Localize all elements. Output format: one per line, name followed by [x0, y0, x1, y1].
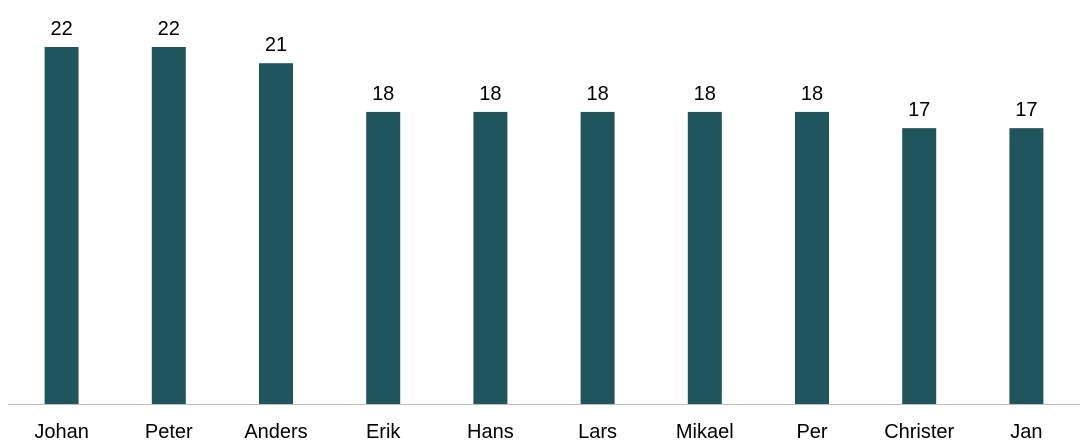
- bar-per: [795, 111, 829, 404]
- category-label-jan: Jan: [1010, 421, 1042, 441]
- value-label-erik: 18: [372, 83, 394, 105]
- bar-hans: [473, 111, 508, 404]
- bars-layer: [44, 47, 1044, 405]
- category-label-per: Per: [796, 421, 827, 441]
- category-label-mikael: Mikael: [676, 421, 734, 441]
- value-label-johan: 22: [50, 18, 72, 40]
- bar-jan: [1009, 128, 1044, 405]
- value-label-per: 18: [801, 83, 823, 105]
- bar-christer: [902, 128, 937, 405]
- bar-erik: [366, 111, 401, 404]
- category-label-hans: Hans: [467, 421, 514, 441]
- bar-anders: [259, 63, 293, 405]
- bar-lars: [580, 111, 615, 404]
- category-label-anders: Anders: [244, 421, 307, 441]
- value-label-peter: 22: [158, 18, 180, 40]
- value-label-jan: 17: [1015, 99, 1037, 121]
- value-label-anders: 21: [265, 34, 287, 56]
- category-label-peter: Peter: [145, 421, 193, 441]
- category-label-lars: Lars: [578, 421, 617, 441]
- value-label-lars: 18: [586, 83, 608, 105]
- bar-mikael: [687, 111, 722, 404]
- category-label-johan: Johan: [34, 421, 89, 441]
- value-label-mikael: 18: [694, 83, 716, 105]
- value-labels-layer: 22 22 21 18 18 18 18 18 17 17: [50, 18, 1037, 121]
- value-label-hans: 18: [479, 83, 501, 105]
- bar-johan: [44, 47, 79, 404]
- category-labels-layer: Johan Peter Anders Erik Hans Lars Mikael Per Chr…: [34, 421, 1042, 443]
- category-label-christer: Christer: [884, 421, 954, 441]
- value-label-christer: 17: [908, 99, 930, 121]
- category-label-erik: Erik: [366, 421, 401, 441]
- bar-peter: [151, 47, 186, 404]
